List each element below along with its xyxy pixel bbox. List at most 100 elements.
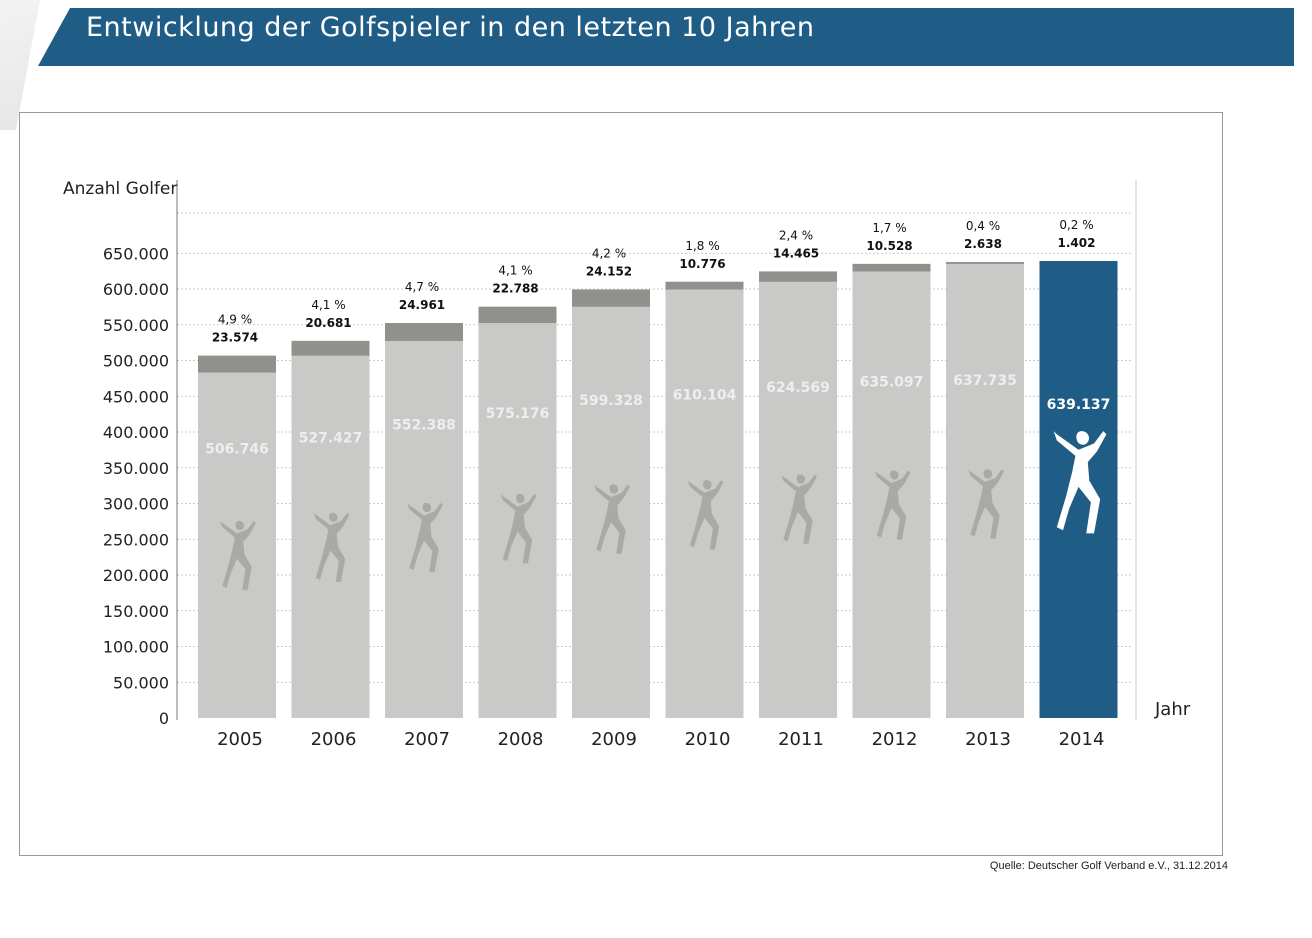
golfer-shape (313, 512, 350, 582)
y-tick-label: 400.000 (103, 423, 169, 442)
y-axis-title: Anzahl Golfer (63, 179, 177, 199)
golfer-icon (781, 474, 817, 544)
x-axis-title: Jahr (1154, 699, 1191, 720)
value-label: 635.097 (860, 375, 924, 391)
bar-group: 610.104 1,8 % 10.776 2010 (665, 239, 744, 750)
x-tick-label: 2007 (404, 729, 450, 750)
golfer-icon (687, 480, 724, 550)
y-tick-label: 100.000 (103, 638, 169, 657)
x-tick-label: 2010 (685, 729, 731, 750)
golfer-shape (781, 474, 817, 544)
value-label: 637.735 (953, 373, 1017, 389)
bar-increment (198, 355, 276, 373)
growth-percent-label: 4,1 % (498, 264, 532, 278)
bar (1039, 261, 1118, 718)
bar-increment (759, 271, 837, 282)
bar-group: 506.746 4,9 % 23.574 2005 (198, 313, 276, 750)
growth-percent-label: 4,1 % (311, 298, 345, 312)
increment-label: 24.152 (586, 264, 632, 278)
title-banner (38, 8, 1294, 66)
x-tick-label: 2011 (778, 729, 824, 750)
value-label: 552.388 (392, 418, 456, 434)
growth-percent-label: 4,7 % (405, 280, 439, 294)
y-tick-label: 350.000 (103, 459, 169, 478)
increment-label: 22.788 (492, 282, 538, 296)
bar-increment (572, 289, 650, 307)
x-tick-label: 2013 (965, 729, 1011, 750)
bar-increment (478, 306, 557, 324)
y-tick-label: 550.000 (103, 316, 169, 335)
golfer-shape (1053, 431, 1107, 534)
y-tick-label: 600.000 (103, 280, 169, 299)
x-tick-label: 2014 (1059, 729, 1105, 750)
golfer-icon (968, 469, 1004, 539)
value-label: 639.137 (1047, 397, 1111, 413)
increment-label: 2.638 (964, 237, 1002, 251)
growth-percent-label: 4,9 % (218, 313, 252, 327)
y-tick-label: 0 (159, 709, 169, 728)
increment-label: 10.528 (866, 239, 912, 253)
golfer-icon (220, 520, 256, 591)
growth-percent-label: 0,2 % (1059, 218, 1093, 232)
bar-increment (665, 281, 744, 290)
bar-group: 575.176 4,1 % 22.788 2008 (478, 264, 557, 750)
y-tick-label: 250.000 (103, 530, 169, 549)
bar-group: 599.328 4,2 % 24.152 2009 (572, 246, 650, 750)
growth-percent-label: 2,4 % (779, 228, 813, 242)
y-tick-label: 500.000 (103, 352, 169, 371)
golfer-shape (500, 493, 537, 564)
source-note: Quelle: Deutscher Golf Verband e.V., 31.… (989, 860, 1228, 872)
bar-group: 637.735 0,4 % 2.638 2013 (946, 219, 1024, 750)
golfer-shape (594, 484, 630, 554)
bar-increment (946, 262, 1024, 264)
x-tick-label: 2008 (498, 729, 544, 750)
bar-group: 639.137 0,2 % 1.402 2014 (1039, 218, 1118, 750)
golfer-icon (500, 493, 537, 564)
golfer-shape (407, 502, 443, 573)
value-label: 599.328 (579, 393, 643, 409)
x-tick-label: 2005 (217, 729, 263, 750)
golfer-icon (874, 470, 911, 540)
golfer-shape (687, 480, 724, 550)
golfer-icon (407, 502, 443, 573)
value-label: 506.746 (205, 442, 269, 458)
bar-group: 552.388 4,7 % 24.961 2007 (385, 280, 463, 750)
value-label: 527.427 (299, 431, 363, 447)
value-label: 575.176 (486, 406, 550, 422)
bar-group: 624.569 2,4 % 14.465 2011 (759, 228, 837, 750)
bar-group: 635.097 1,7 % 10.528 2012 (852, 221, 931, 750)
y-tick-label: 50.000 (113, 673, 169, 692)
growth-percent-label: 1,7 % (872, 221, 906, 235)
value-label: 624.569 (766, 380, 830, 396)
page-title: Entwicklung der Golfspieler in den letzt… (86, 12, 815, 43)
increment-label: 10.776 (679, 257, 725, 271)
y-tick-label: 650.000 (103, 244, 169, 263)
x-tick-label: 2009 (591, 729, 637, 750)
increment-label: 24.961 (399, 298, 445, 312)
x-tick-label: 2012 (872, 729, 918, 750)
golfer-icon (1053, 431, 1107, 534)
golfer-icon (313, 512, 350, 582)
value-label: 610.104 (673, 388, 737, 404)
increment-label: 23.574 (212, 331, 258, 345)
growth-percent-label: 4,2 % (592, 246, 626, 260)
golfer-shape (874, 470, 911, 540)
growth-percent-label: 0,4 % (966, 219, 1000, 233)
bar-increment (852, 263, 931, 272)
increment-label: 14.465 (773, 246, 819, 260)
increment-label: 1.402 (1058, 236, 1096, 250)
bar-group: 527.427 4,1 % 20.681 2006 (291, 298, 370, 750)
x-tick-label: 2006 (311, 729, 357, 750)
increment-label: 20.681 (305, 316, 351, 330)
golfer-shape (220, 520, 256, 591)
bar-increment (291, 340, 370, 356)
y-tick-label: 450.000 (103, 387, 169, 406)
y-tick-label: 300.000 (103, 495, 169, 514)
growth-percent-label: 1,8 % (685, 239, 719, 253)
golfer-shape (968, 469, 1004, 539)
golfer-icon (594, 484, 630, 554)
y-tick-label: 150.000 (103, 602, 169, 621)
y-tick-label: 200.000 (103, 566, 169, 585)
bar-increment (385, 323, 463, 341)
